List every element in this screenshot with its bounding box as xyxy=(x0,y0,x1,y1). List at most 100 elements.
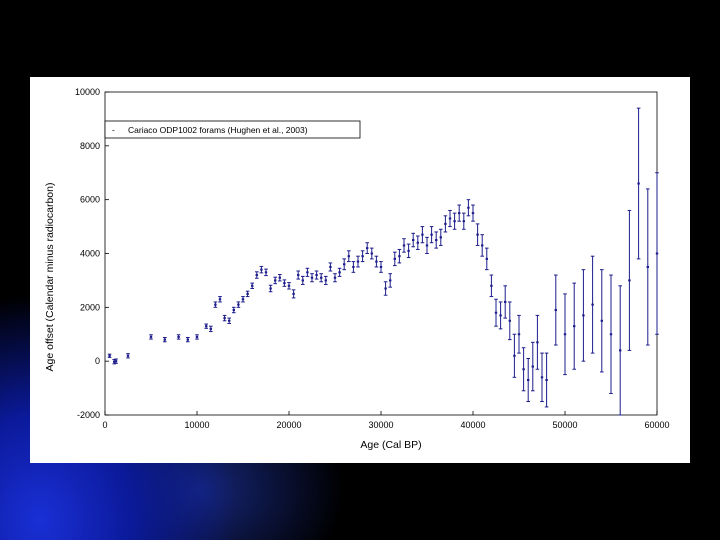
data-point xyxy=(370,252,373,255)
x-tick-label: 60000 xyxy=(644,420,669,430)
chart-marks xyxy=(107,107,659,416)
data-point xyxy=(540,376,544,379)
data-point xyxy=(287,284,291,287)
data-point xyxy=(448,217,452,220)
data-point xyxy=(467,206,470,209)
data-point xyxy=(315,274,318,277)
data-point xyxy=(444,222,447,225)
y-tick-label: 6000 xyxy=(80,195,100,205)
data-point xyxy=(338,271,341,274)
data-point xyxy=(425,244,429,247)
data-point xyxy=(476,233,479,236)
data-point xyxy=(278,276,281,279)
data-point xyxy=(481,244,484,247)
data-point xyxy=(490,284,493,287)
data-point xyxy=(241,298,245,301)
data-point xyxy=(274,279,277,282)
data-point xyxy=(563,333,567,336)
data-point xyxy=(347,255,350,258)
data-point xyxy=(205,325,208,328)
chart-axes: 0 10000 20000 30000 40000 50000 60000-20000200… xyxy=(75,87,670,430)
data-point xyxy=(527,379,530,382)
x-tick-label: 0 xyxy=(102,420,107,430)
data-point xyxy=(412,239,415,242)
data-point xyxy=(310,276,314,279)
data-point xyxy=(366,247,369,250)
data-point xyxy=(416,241,419,244)
data-point xyxy=(513,354,516,357)
data-point xyxy=(545,379,548,382)
data-point xyxy=(421,233,424,236)
data-point xyxy=(430,233,433,236)
data-point xyxy=(149,335,153,338)
data-point xyxy=(573,325,576,328)
data-point xyxy=(619,349,622,352)
data-point xyxy=(223,317,226,320)
legend-entry-label: Cariaco ODP1002 forams (Hughen et al., 2… xyxy=(128,125,308,135)
data-point xyxy=(333,276,337,279)
data-point xyxy=(306,271,309,274)
data-point xyxy=(237,303,240,306)
data-point xyxy=(494,311,498,314)
data-point xyxy=(214,303,217,306)
data-point xyxy=(301,279,304,282)
data-point xyxy=(389,279,392,282)
data-point xyxy=(522,368,525,371)
data-point xyxy=(375,260,378,263)
data-point xyxy=(343,263,346,266)
data-point xyxy=(292,292,295,295)
legend-marker: - xyxy=(112,125,115,135)
data-point xyxy=(186,338,189,341)
data-point xyxy=(297,274,300,277)
data-point xyxy=(536,341,539,344)
data-point xyxy=(163,338,166,341)
x-tick-label: 10000 xyxy=(184,420,209,430)
y-tick-label: 10000 xyxy=(75,87,100,97)
data-point xyxy=(255,274,258,277)
data-point xyxy=(232,309,235,312)
data-point xyxy=(195,335,199,338)
data-point xyxy=(352,265,355,268)
data-point xyxy=(531,365,534,368)
data-point xyxy=(554,309,557,312)
data-point xyxy=(504,300,507,303)
data-point xyxy=(499,314,502,317)
data-point xyxy=(114,360,118,363)
data-point xyxy=(458,212,461,215)
data-point xyxy=(126,354,130,357)
data-point xyxy=(356,260,360,263)
x-tick-label: 40000 xyxy=(460,420,485,430)
data-point xyxy=(384,287,387,290)
data-point xyxy=(113,360,116,363)
data-point xyxy=(108,354,111,357)
chart-legend: - Cariaco ODP1002 forams (Hughen et al.,… xyxy=(104,120,361,139)
data-point xyxy=(398,255,401,258)
x-tick-label: 30000 xyxy=(368,420,393,430)
data-point xyxy=(361,255,364,258)
data-point xyxy=(324,279,327,282)
data-point xyxy=(471,212,475,215)
data-point xyxy=(260,268,263,271)
legend-box xyxy=(104,120,361,139)
y-tick-label: -2000 xyxy=(77,410,100,420)
data-point xyxy=(407,249,410,252)
x-tick-label: 50000 xyxy=(552,420,577,430)
y-tick-label: 8000 xyxy=(80,141,100,151)
data-point xyxy=(600,319,603,322)
data-point xyxy=(462,220,465,223)
data-point xyxy=(218,298,222,301)
data-point xyxy=(591,303,594,306)
data-point xyxy=(329,265,332,268)
data-point xyxy=(637,182,640,185)
data-point xyxy=(646,265,649,268)
data-point xyxy=(264,271,268,274)
data-point xyxy=(246,292,249,295)
data-point xyxy=(228,319,231,322)
data-point xyxy=(269,287,272,290)
data-point xyxy=(453,220,456,223)
data-point xyxy=(517,333,521,336)
data-point xyxy=(379,265,383,268)
data-point xyxy=(582,314,585,317)
y-tick-label: 2000 xyxy=(80,302,100,312)
data-point xyxy=(609,333,613,336)
